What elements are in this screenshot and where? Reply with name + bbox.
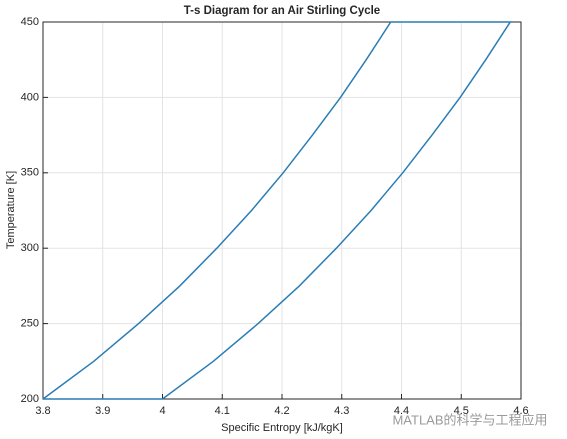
- y-axis-label: Temperature [K]: [5, 171, 17, 249]
- x-tick-label: 4.5: [454, 405, 469, 417]
- x-tick-label: 4.4: [394, 405, 409, 417]
- y-tick-label: 400: [21, 91, 39, 103]
- x-axis-label: Specific Entropy [kJ/kgK]: [221, 422, 343, 434]
- y-tick-label: 450: [21, 16, 39, 28]
- chart-title: T-s Diagram for an Air Stirling Cycle: [184, 5, 380, 17]
- x-tick-label: 3.8: [35, 405, 50, 417]
- watermark: MATLAB的科学与工程应用: [392, 412, 547, 427]
- y-tick-label: 250: [21, 318, 39, 330]
- y-tick-label: 350: [21, 167, 39, 179]
- y-tick-label: 200: [21, 393, 39, 405]
- x-tick-label: 4.3: [334, 405, 349, 417]
- plot-frame: [42, 21, 522, 400]
- x-tick-label: 4.2: [274, 405, 289, 417]
- series-line: [42, 21, 512, 400]
- x-tick-label: 4: [159, 405, 165, 417]
- x-tick-label: 3.9: [95, 405, 110, 417]
- y-tick-label: 300: [21, 242, 39, 254]
- x-tick-label: 4.1: [215, 405, 230, 417]
- x-tick-label: 4.6: [513, 405, 528, 417]
